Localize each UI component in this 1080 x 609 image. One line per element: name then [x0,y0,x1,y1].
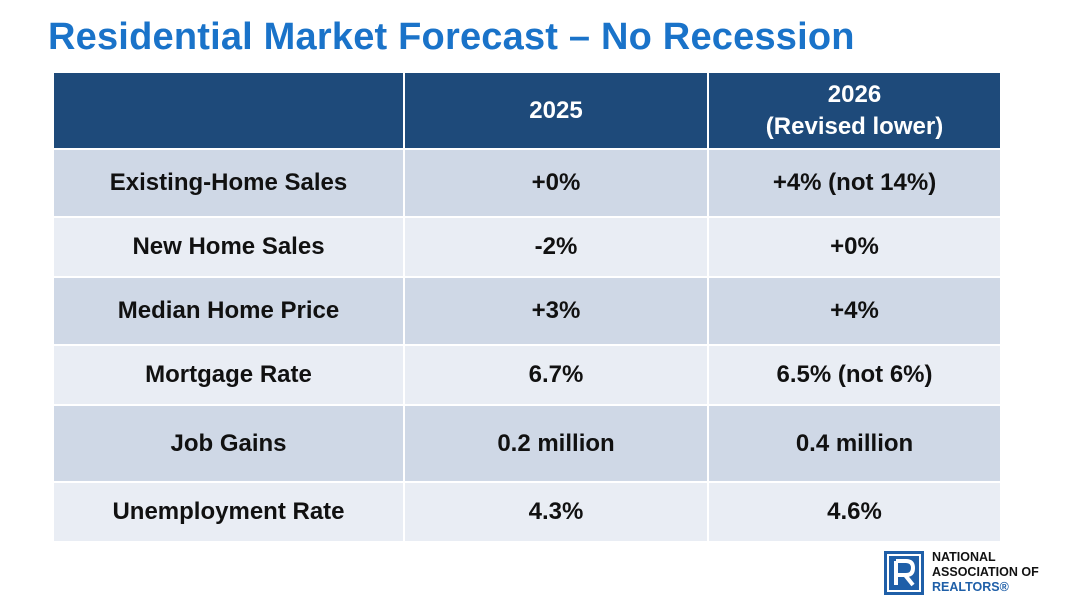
value-2026: 0.4 million [708,404,1000,482]
value-2026: 6.5% (not 6%) [708,344,1000,405]
value-2026: 4.6% [708,481,1000,541]
table-row: Mortgage Rate 6.7% 6.5% (not 6%) [54,344,1000,405]
realtor-r-icon [884,550,924,595]
logo-line-1: NATIONAL [932,550,996,564]
value-2025: +0% [404,148,709,217]
row-label: Unemployment Rate [54,481,405,541]
table-row: Median Home Price +3% +4% [54,276,1000,345]
logo-wordmark: NATIONAL ASSOCIATION OF REALTORS® [932,550,1039,595]
row-label: New Home Sales [54,216,405,277]
header-2026-year: 2026 [827,80,882,108]
header-2025: 2025 [404,73,709,149]
table-row: Existing-Home Sales +0% +4% (not 14%) [54,148,1000,217]
table-row: New Home Sales -2% +0% [54,216,1000,277]
value-2026: +4% (not 14%) [708,148,1000,217]
table-header-row: 2025 2026 (Revised lower) [54,73,1000,149]
header-2026-note: (Revised lower) [765,112,944,140]
table-row: Unemployment Rate 4.3% 4.6% [54,481,1000,541]
value-2026: +0% [708,216,1000,277]
header-blank [54,73,405,149]
value-2025: 4.3% [404,481,709,541]
logo-line-3: REALTORS® [932,580,1009,594]
forecast-table: 2025 2026 (Revised lower) Existing-Home … [54,73,1000,541]
value-2026: +4% [708,276,1000,345]
value-2025: +3% [404,276,709,345]
value-2025: -2% [404,216,709,277]
value-2025: 0.2 million [404,404,709,482]
table-row: Job Gains 0.2 million 0.4 million [54,404,1000,482]
row-label: Median Home Price [54,276,405,345]
row-label: Job Gains [54,404,405,482]
value-2025: 6.7% [404,344,709,405]
row-label: Mortgage Rate [54,344,405,405]
logo-line-2: ASSOCIATION OF [932,565,1039,579]
row-label: Existing-Home Sales [54,148,405,217]
slide-title: Residential Market Forecast – No Recessi… [48,16,855,58]
nar-logo: NATIONAL ASSOCIATION OF REALTORS® [884,550,1039,595]
header-2026: 2026 (Revised lower) [708,73,1000,149]
